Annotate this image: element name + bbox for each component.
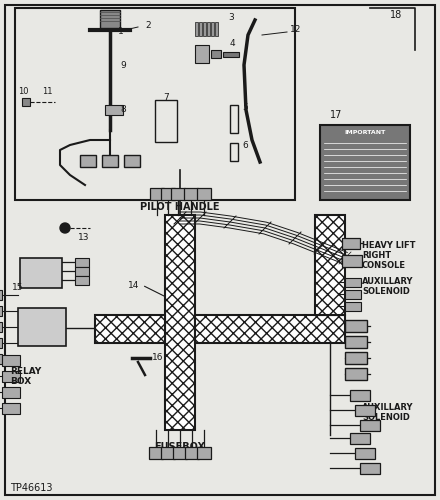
Bar xyxy=(161,188,175,200)
Bar xyxy=(195,315,345,343)
Bar xyxy=(173,447,187,459)
Text: 6: 6 xyxy=(242,140,248,149)
Text: SOLENOID: SOLENOID xyxy=(362,288,410,296)
Bar xyxy=(184,188,198,200)
Bar xyxy=(345,368,367,380)
Bar xyxy=(75,276,89,285)
Text: RIGHT: RIGHT xyxy=(362,250,391,260)
Bar xyxy=(75,267,89,276)
Text: AUXILLARY: AUXILLARY xyxy=(362,278,414,286)
Text: SOLENOID: SOLENOID xyxy=(362,414,410,422)
Bar xyxy=(149,447,163,459)
Bar xyxy=(342,238,360,249)
Text: RELAY: RELAY xyxy=(10,368,41,376)
Bar xyxy=(315,215,345,315)
Bar xyxy=(345,302,361,311)
Bar xyxy=(345,278,361,287)
Text: 3: 3 xyxy=(228,14,234,22)
Bar xyxy=(215,22,218,36)
Bar xyxy=(105,105,123,115)
Bar xyxy=(0,306,2,316)
Text: BOX: BOX xyxy=(10,378,31,386)
Text: 11: 11 xyxy=(42,88,52,96)
Bar xyxy=(2,403,20,414)
Bar xyxy=(355,405,375,416)
Bar xyxy=(102,155,118,167)
Text: 4: 4 xyxy=(230,40,236,48)
Text: FUSEBOX: FUSEBOX xyxy=(154,442,205,452)
Bar xyxy=(2,371,20,382)
Text: 15: 15 xyxy=(12,284,23,292)
Bar xyxy=(345,320,367,332)
Bar xyxy=(345,336,367,348)
Bar xyxy=(2,355,20,366)
Bar xyxy=(211,22,214,36)
Bar xyxy=(0,290,2,300)
Bar xyxy=(195,22,198,36)
Bar xyxy=(18,308,66,346)
Bar xyxy=(360,420,380,431)
Bar xyxy=(355,448,375,459)
Bar xyxy=(0,322,2,332)
Bar xyxy=(80,155,96,167)
Text: 12: 12 xyxy=(290,26,301,35)
Bar xyxy=(350,390,370,401)
Bar xyxy=(350,433,370,444)
Text: 16: 16 xyxy=(152,354,164,362)
Text: 7: 7 xyxy=(163,94,169,102)
Bar xyxy=(197,188,211,200)
Text: 5: 5 xyxy=(242,104,248,112)
Bar xyxy=(185,447,199,459)
Bar xyxy=(161,447,175,459)
Bar xyxy=(150,188,164,200)
Text: HEAVY LIFT: HEAVY LIFT xyxy=(362,240,415,250)
Bar xyxy=(22,98,30,106)
Bar xyxy=(320,125,410,200)
Text: PILOT HANDLE: PILOT HANDLE xyxy=(140,202,220,212)
Bar xyxy=(0,338,2,348)
Text: 14: 14 xyxy=(128,280,139,289)
Bar xyxy=(195,45,209,63)
Text: 1: 1 xyxy=(118,28,124,36)
Bar xyxy=(20,258,62,288)
Bar xyxy=(211,50,221,58)
Bar xyxy=(342,255,362,267)
Bar xyxy=(203,22,206,36)
Bar xyxy=(345,352,367,364)
Bar xyxy=(360,463,380,474)
Text: 10: 10 xyxy=(18,88,29,96)
Text: TP46613: TP46613 xyxy=(10,483,52,493)
Circle shape xyxy=(60,223,70,233)
Bar xyxy=(124,155,140,167)
Bar xyxy=(95,315,165,343)
Text: 9: 9 xyxy=(120,60,126,70)
Bar xyxy=(155,100,177,142)
Text: 8: 8 xyxy=(120,106,126,114)
Bar xyxy=(345,290,361,299)
Text: IMPORTANT: IMPORTANT xyxy=(345,130,385,136)
Bar xyxy=(15,8,295,200)
Bar xyxy=(75,258,89,267)
Text: 18: 18 xyxy=(390,10,402,20)
Bar xyxy=(0,354,2,364)
Bar xyxy=(2,387,20,398)
Bar xyxy=(207,22,210,36)
Bar xyxy=(230,105,238,133)
Bar xyxy=(199,22,202,36)
Bar xyxy=(197,447,211,459)
Bar xyxy=(171,188,185,200)
Text: CONSOLE: CONSOLE xyxy=(362,260,406,270)
Text: 17: 17 xyxy=(330,110,342,120)
Bar xyxy=(223,52,239,57)
Text: 13: 13 xyxy=(78,234,89,242)
Bar xyxy=(230,143,238,161)
Text: 2: 2 xyxy=(145,20,150,30)
Bar xyxy=(165,215,195,430)
Text: AUXILLARY: AUXILLARY xyxy=(362,404,414,412)
Bar xyxy=(100,10,120,28)
